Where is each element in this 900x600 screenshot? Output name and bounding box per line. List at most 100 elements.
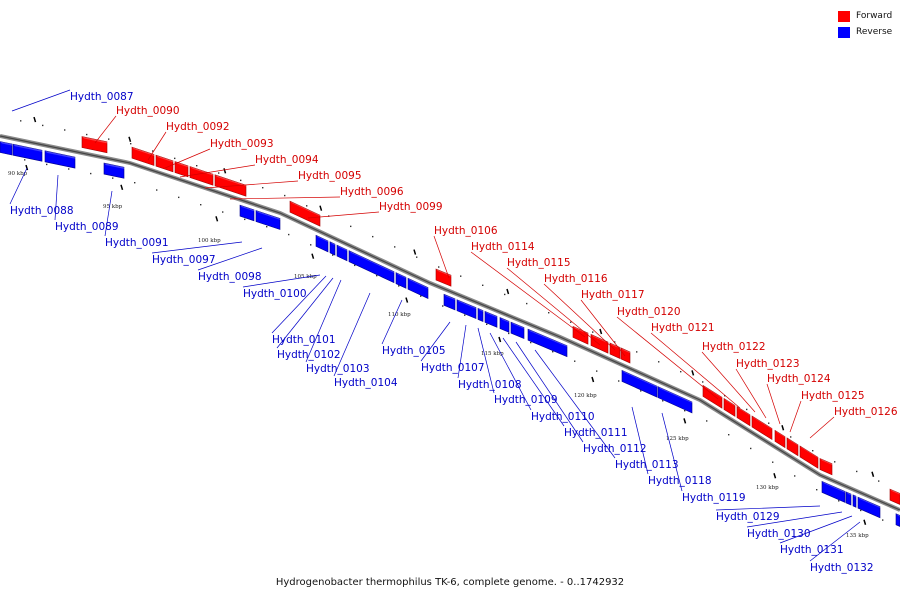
forward-gene xyxy=(155,154,174,173)
gene-label-hydth_0096[interactable]: Hydth_0096 xyxy=(340,186,404,198)
legend: Forward Reverse xyxy=(838,8,892,40)
gene-label-hydth_0101[interactable]: Hydth_0101 xyxy=(272,334,336,346)
genome-caption: Hydrogenobacter thermophilus TK-6, compl… xyxy=(275,577,625,588)
gene-label-hydth_0120[interactable]: Hydth_0120 xyxy=(617,306,681,318)
gene-highlight xyxy=(256,210,282,221)
gene-label-hydth_0097[interactable]: Hydth_0097 xyxy=(152,254,216,266)
gene-label-hydth_0129[interactable]: Hydth_0129 xyxy=(716,511,780,523)
minor-tick xyxy=(24,159,26,161)
gene-label-hydth_0093[interactable]: Hydth_0093 xyxy=(210,138,274,150)
gene-label-hydth_0104[interactable]: Hydth_0104 xyxy=(334,377,398,389)
gene-label-hydth_0108[interactable]: Hydth_0108 xyxy=(458,379,522,391)
gene-label-hydth_0094[interactable]: Hydth_0094 xyxy=(255,154,319,166)
gene-label-hydth_0131[interactable]: Hydth_0131 xyxy=(780,544,844,556)
gene-label-hydth_0117[interactable]: Hydth_0117 xyxy=(581,289,645,301)
minor-tick xyxy=(772,461,774,463)
minor-tick xyxy=(702,381,704,383)
minor-tick xyxy=(108,138,110,140)
gene-highlight xyxy=(444,294,457,301)
leader-line xyxy=(164,148,211,169)
tick-label: 135 kbp xyxy=(846,533,869,539)
minor-tick xyxy=(790,436,792,438)
minor-tick xyxy=(398,285,400,287)
gene-label-hydth_0095[interactable]: Hydth_0095 xyxy=(298,170,362,182)
minor-tick xyxy=(134,182,136,184)
minor-tick xyxy=(438,266,440,268)
gene-label-hydth_0115[interactable]: Hydth_0115 xyxy=(507,257,571,269)
gene-label-hydth_0119[interactable]: Hydth_0119 xyxy=(682,492,746,504)
gene-label-hydth_0112[interactable]: Hydth_0112 xyxy=(583,443,647,455)
minor-tick xyxy=(552,351,554,353)
gene-label-hydth_0089[interactable]: Hydth_0089 xyxy=(55,221,119,233)
gene-highlight xyxy=(396,272,408,280)
legend-forward-label: Forward xyxy=(856,11,893,21)
gene-label-hydth_0100[interactable]: Hydth_0100 xyxy=(243,288,307,300)
minor-tick xyxy=(240,179,242,182)
gene-label-hydth_0105[interactable]: Hydth_0105 xyxy=(382,345,446,357)
reverse-gene xyxy=(527,328,568,358)
gene-label-hydth_0123[interactable]: Hydth_0123 xyxy=(736,358,800,370)
reverse-gene xyxy=(510,321,525,339)
reverse-gene xyxy=(499,317,510,333)
reverse-gene xyxy=(657,386,693,414)
gene-label-hydth_0116[interactable]: Hydth_0116 xyxy=(544,273,608,285)
minor-tick xyxy=(508,332,510,335)
legend-forward: Forward xyxy=(838,8,892,24)
gene-highlight xyxy=(658,386,694,404)
gene-highlight xyxy=(349,250,396,274)
gene-label-hydth_0091[interactable]: Hydth_0091 xyxy=(105,237,169,249)
tick-label: 130 kbp xyxy=(756,485,779,491)
major-tick-lower xyxy=(498,336,502,343)
leader-line xyxy=(616,316,719,400)
minor-tick xyxy=(174,157,176,160)
gene-highlight xyxy=(457,299,478,310)
gene-label-hydth_0088[interactable]: Hydth_0088 xyxy=(10,205,74,217)
forward-gene xyxy=(189,166,214,186)
major-tick-upper xyxy=(223,168,227,174)
reverse-gene xyxy=(0,141,13,156)
gene-label-hydth_0098[interactable]: Hydth_0098 xyxy=(198,271,262,283)
gene-highlight xyxy=(703,385,724,400)
major-tick-upper xyxy=(506,288,510,295)
gene-label-hydth_0113[interactable]: Hydth_0113 xyxy=(615,459,679,471)
gene-label-hydth_0092[interactable]: Hydth_0092 xyxy=(166,121,230,133)
gene-label-hydth_0106[interactable]: Hydth_0106 xyxy=(434,225,498,237)
gene-label-hydth_0087[interactable]: Hydth_0087 xyxy=(70,91,134,103)
minor-tick xyxy=(878,480,880,482)
major-tick-upper xyxy=(599,328,603,335)
leader-line xyxy=(307,211,380,219)
minor-tick xyxy=(618,380,620,382)
tick-label: 90 kbp xyxy=(8,171,28,177)
minor-tick xyxy=(42,124,44,127)
gene-label-hydth_0110[interactable]: Hydth_0110 xyxy=(531,411,595,423)
gene-label-hydth_0130[interactable]: Hydth_0130 xyxy=(747,528,811,540)
gene-label-hydth_0111[interactable]: Hydth_0111 xyxy=(564,427,628,439)
gene-label-hydth_0090[interactable]: Hydth_0090 xyxy=(116,105,180,117)
gene-highlight xyxy=(290,201,322,218)
gene-label-hydth_0099[interactable]: Hydth_0099 xyxy=(379,201,443,213)
major-tick-lower xyxy=(863,519,867,525)
gene-label-hydth_0121[interactable]: Hydth_0121 xyxy=(651,322,715,334)
forward-gene xyxy=(214,174,247,197)
leader-line xyxy=(197,247,263,271)
gene-highlight xyxy=(408,278,430,290)
gene-highlight xyxy=(737,406,752,417)
minor-tick xyxy=(284,194,286,197)
minor-tick xyxy=(724,395,726,397)
gene-label-hydth_0125[interactable]: Hydth_0125 xyxy=(801,390,865,402)
gene-label-hydth_0122[interactable]: Hydth_0122 xyxy=(702,341,766,353)
gene-label-hydth_0114[interactable]: Hydth_0114 xyxy=(471,241,535,253)
minor-tick xyxy=(504,293,506,296)
gene-label-hydth_0103[interactable]: Hydth_0103 xyxy=(306,363,370,375)
gene-highlight xyxy=(0,141,14,146)
gene-highlight xyxy=(724,398,737,408)
gene-label-hydth_0107[interactable]: Hydth_0107 xyxy=(421,362,485,374)
minor-tick xyxy=(222,211,224,213)
gene-label-hydth_0124[interactable]: Hydth_0124 xyxy=(767,373,831,385)
gene-label-hydth_0126[interactable]: Hydth_0126 xyxy=(834,406,898,418)
gene-label-hydth_0132[interactable]: Hydth_0132 xyxy=(810,562,874,574)
major-tick-lower xyxy=(591,376,595,383)
forward-gene xyxy=(736,406,751,427)
forward-gene xyxy=(435,268,452,287)
reverse-gene xyxy=(484,310,498,328)
